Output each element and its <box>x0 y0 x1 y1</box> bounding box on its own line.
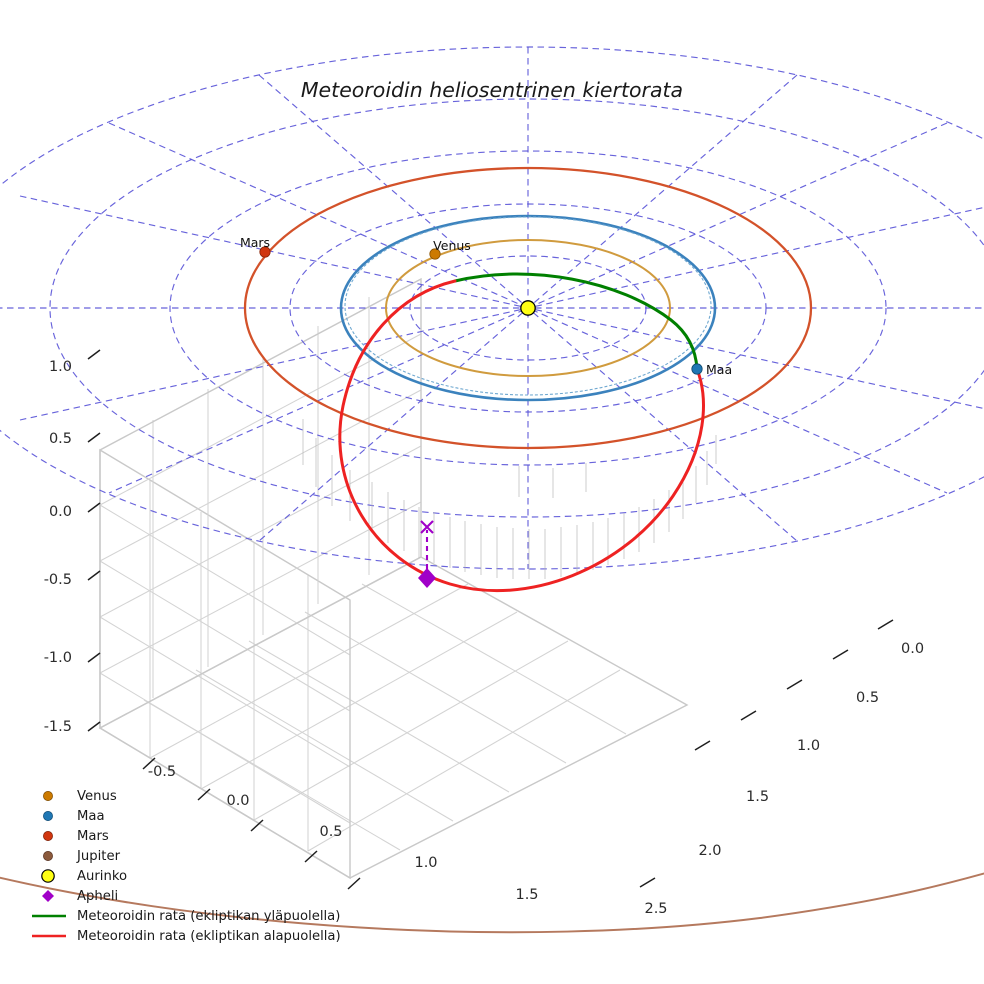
earth-orbit <box>339 214 717 402</box>
svg-text:0.0: 0.0 <box>49 504 72 520</box>
legend: Venus Maa Mars Jupiter Aurinko Apheli <box>32 789 341 944</box>
legend-item-meteoroid-below[interactable]: Meteoroidin rata (ekliptikan alapuolella… <box>32 929 341 944</box>
svg-text:0.5: 0.5 <box>49 431 72 447</box>
x-axis-tick-labels: -0.5 0.0 0.5 1.0 1.5 2.0 2.5 <box>148 764 722 917</box>
mars-orbit <box>243 166 813 450</box>
legend-label: Apheli <box>77 889 118 904</box>
legend-item-meteoroid-above[interactable]: Meteoroidin rata (ekliptikan yläpuolella… <box>32 909 340 924</box>
earth-marker <box>691 363 703 375</box>
svg-text:-0.5: -0.5 <box>148 764 176 780</box>
venus-label: Venus <box>433 238 471 253</box>
legend-item-maa[interactable]: Maa <box>43 809 105 824</box>
aphelion-x-icon <box>420 520 434 534</box>
legend-label: Aurinko <box>77 869 127 884</box>
mars-dot-icon <box>43 831 53 841</box>
svg-text:-1.5: -1.5 <box>44 719 72 735</box>
legend-item-venus[interactable]: Venus <box>43 789 117 804</box>
svg-text:0.5: 0.5 <box>319 824 342 840</box>
axes-panes <box>98 277 689 880</box>
meteoroid-orbit <box>338 272 705 593</box>
svg-text:-1.0: -1.0 <box>44 650 72 666</box>
venus-marker <box>429 248 441 260</box>
venus-dot-icon <box>43 791 53 801</box>
aphelion-diamond-marker <box>418 568 436 588</box>
earth-label: Maa <box>706 362 732 377</box>
svg-text:-0.5: -0.5 <box>44 572 72 588</box>
aphelion-diamond-icon2 <box>42 890 54 902</box>
earth-orbit-inner <box>344 216 712 396</box>
planet-markers <box>259 246 703 375</box>
legend-item-jupiter[interactable]: Jupiter <box>43 849 121 864</box>
planet-orbits <box>243 166 813 450</box>
page-title: Meteoroidin heliosentrinen kiertorata <box>301 78 683 102</box>
jupiter-dot-icon <box>43 851 53 861</box>
svg-text:2.0: 2.0 <box>698 843 721 859</box>
legend-item-aurinko[interactable]: Aurinko <box>41 869 127 884</box>
axis-tickmarks <box>87 349 894 890</box>
legend-label: Jupiter <box>76 849 121 864</box>
legend-label: Mars <box>77 829 109 844</box>
svg-text:0.5: 0.5 <box>856 690 879 706</box>
legend-label: Maa <box>77 809 105 824</box>
legend-item-apheli[interactable]: Apheli <box>42 870 118 904</box>
earth-dot-icon <box>43 811 53 821</box>
venus-orbit <box>385 239 671 377</box>
mars-marker <box>259 246 271 258</box>
mars-label: Mars <box>240 235 270 250</box>
sun-dot-icon <box>41 869 55 883</box>
svg-text:2.5: 2.5 <box>644 901 667 917</box>
legend-label: Meteoroidin rata (ekliptikan yläpuolella… <box>77 909 340 924</box>
svg-text:1.0: 1.0 <box>797 738 820 754</box>
ecliptic-reference-grid <box>0 46 984 570</box>
svg-text:1.5: 1.5 <box>746 789 769 805</box>
svg-text:1.5: 1.5 <box>515 887 538 903</box>
aphelion-group <box>418 520 436 588</box>
svg-text:0.0: 0.0 <box>226 793 249 809</box>
jupiter-orbit <box>0 872 984 934</box>
legend-label: Meteoroidin rata (ekliptikan alapuolella… <box>77 929 341 944</box>
y-axis-tick-labels: 0.0 0.5 1.0 1.5 <box>746 641 924 805</box>
meteoroid-drop-stems <box>302 419 717 579</box>
sun-marker <box>520 300 536 316</box>
legend-label: Venus <box>77 789 117 804</box>
z-axis-tick-labels: 1.0 0.5 0.0 -0.5 -1.0 -1.5 <box>44 359 72 735</box>
legend-item-mars[interactable]: Mars <box>43 829 109 844</box>
meteoroid-below-ecliptic <box>338 279 705 593</box>
svg-text:0.0: 0.0 <box>901 641 924 657</box>
svg-text:1.0: 1.0 <box>49 359 72 375</box>
svg-text:1.0: 1.0 <box>414 855 437 871</box>
meteoroid-above-ecliptic <box>453 272 699 371</box>
